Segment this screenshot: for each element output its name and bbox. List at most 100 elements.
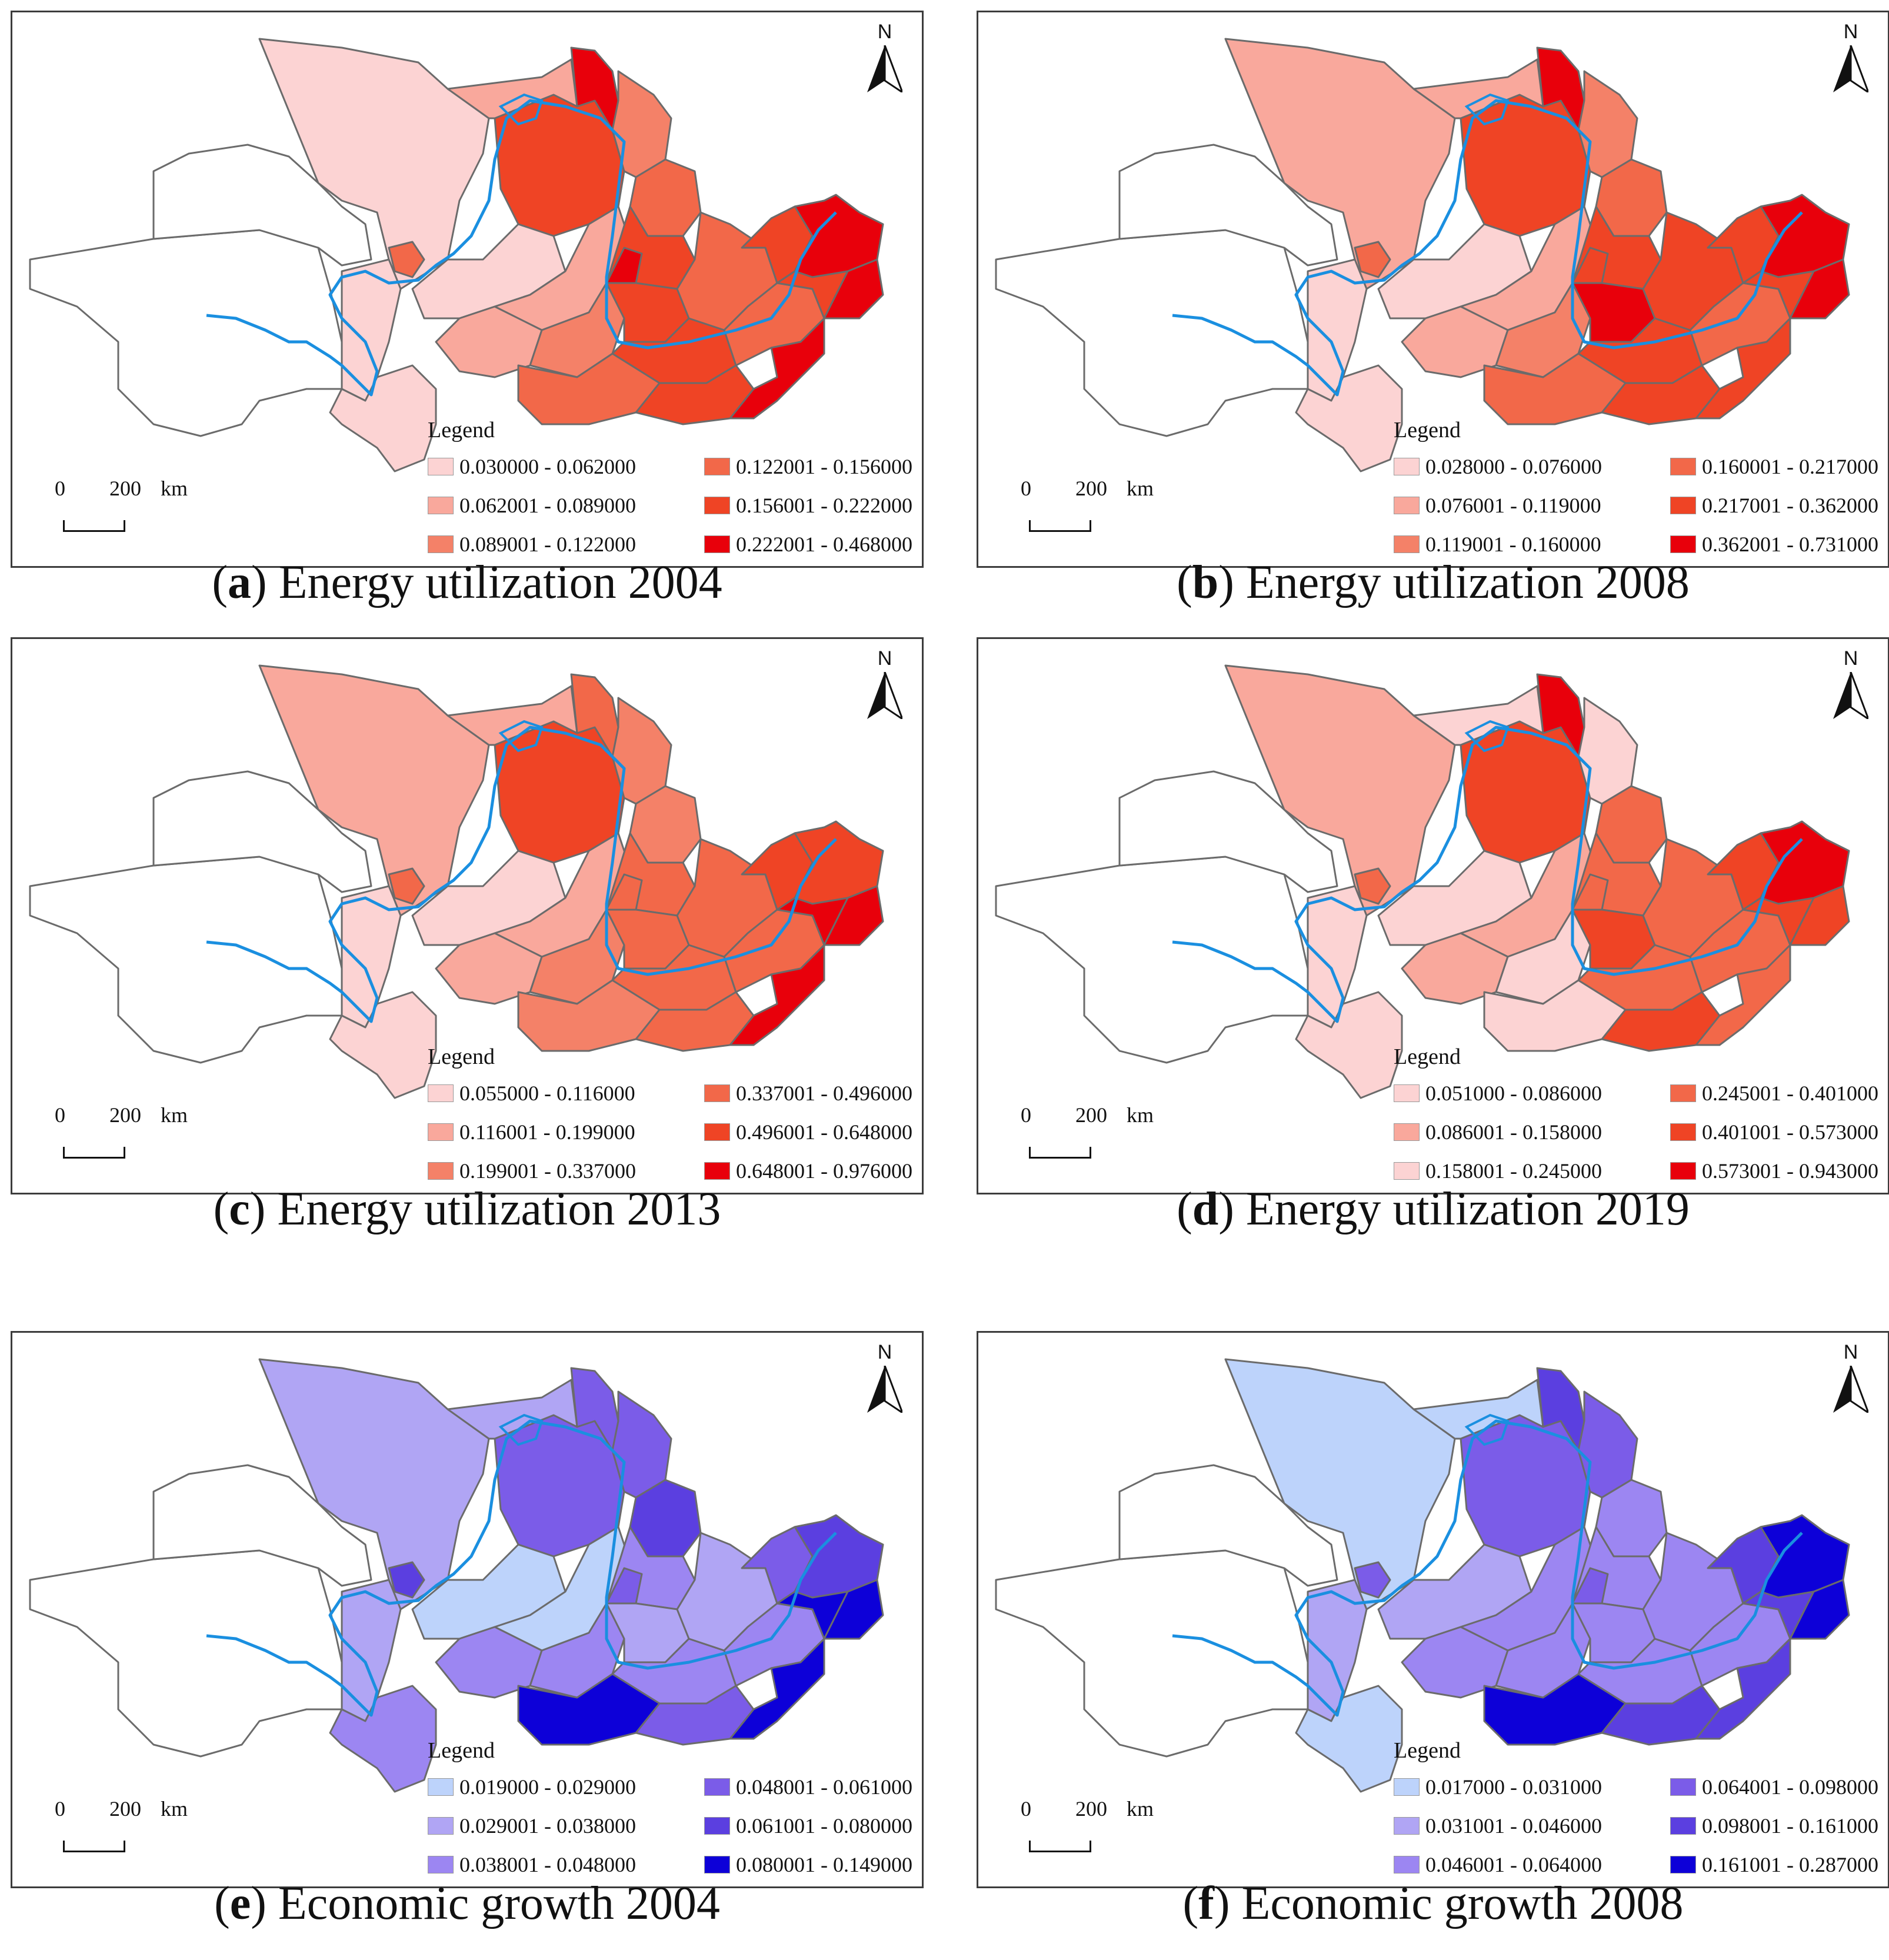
scale-distance: 200	[109, 1797, 141, 1821]
panel-letter: a	[228, 557, 252, 608]
legend-item: 0.122001 - 0.156000	[704, 455, 912, 478]
panel-caption: (a) Energy utilization 2004	[212, 557, 722, 608]
legend-swatch	[1394, 535, 1420, 553]
legend-item: 0.496001 - 0.648000	[704, 1120, 912, 1144]
legend-item: 0.116001 - 0.199000	[428, 1120, 635, 1144]
map-panel-e: N 0 200 km Legend 0.019000 - 0.029000 0.029001…	[11, 1331, 924, 1888]
scale-zero: 0	[1021, 477, 1031, 500]
legend-label: 0.038001 - 0.048000	[459, 1853, 636, 1876]
legend-label: 0.158001 - 0.245000	[1425, 1159, 1602, 1183]
legend-swatch	[704, 1817, 730, 1835]
yellow-river	[1172, 99, 1803, 397]
north-label: N	[877, 21, 892, 43]
scale-zero: 0	[1021, 1103, 1031, 1127]
choropleth-map	[29, 664, 884, 1099]
scale-unit: km	[161, 477, 188, 500]
legend-label: 0.217001 - 0.362000	[1702, 494, 1878, 517]
region-south3	[729, 317, 825, 420]
legend-swatch	[704, 458, 730, 475]
panel-letter: c	[229, 1183, 250, 1235]
legend-item: 0.119001 - 0.160000	[1394, 533, 1601, 556]
scale-unit: km	[1127, 1103, 1154, 1127]
legend-swatch	[428, 535, 454, 553]
legend-swatch	[428, 1856, 454, 1874]
region-south3	[729, 944, 825, 1046]
legend-item: 0.648001 - 0.976000	[704, 1159, 912, 1183]
legend-label: 0.055000 - 0.116000	[459, 1082, 635, 1105]
scale-bar: 0 200 km	[12, 476, 188, 541]
region-westA	[29, 1549, 355, 1758]
scale-distance: 200	[1075, 477, 1107, 500]
legend-label: 0.019000 - 0.029000	[459, 1775, 636, 1799]
legend-title: Legend	[428, 418, 495, 442]
legend-item: 0.086001 - 0.158000	[1394, 1120, 1602, 1144]
legend-item: 0.064001 - 0.098000	[1670, 1775, 1878, 1799]
legend-item: 0.055000 - 0.116000	[428, 1082, 635, 1105]
legend-item: 0.029001 - 0.038000	[428, 1814, 636, 1838]
region-sdE	[1789, 258, 1850, 320]
legend-label: 0.573001 - 0.943000	[1702, 1159, 1878, 1183]
legend-item: 0.017000 - 0.031000	[1394, 1775, 1602, 1799]
legend-item: 0.051000 - 0.086000	[1394, 1082, 1602, 1105]
legend-label: 0.119001 - 0.160000	[1425, 533, 1601, 556]
scale-distance: 200	[1075, 1103, 1107, 1127]
legend-swatch	[1394, 1778, 1420, 1796]
region-westA	[995, 1549, 1321, 1758]
legend-item: 0.048001 - 0.061000	[704, 1775, 912, 1799]
map-panel-d: N 0 200 km Legend 0.051000 - 0.086000 0.086001…	[977, 637, 1889, 1194]
choropleth-map	[29, 38, 884, 472]
legend-swatch	[1394, 497, 1420, 514]
region-westA	[995, 856, 1321, 1064]
scale-zero: 0	[55, 477, 65, 500]
north-arrow: N	[864, 1341, 905, 1417]
region-westA	[29, 229, 355, 437]
scale-distance: 200	[109, 477, 141, 500]
region-westB	[1118, 1464, 1338, 1587]
river-loop	[1464, 720, 1510, 753]
legend-swatch	[1394, 1084, 1420, 1102]
legend-label: 0.337001 - 0.496000	[736, 1082, 912, 1105]
north-arrow: N	[864, 647, 905, 724]
legend-label: 0.030000 - 0.062000	[459, 455, 636, 478]
legend-label: 0.160001 - 0.217000	[1702, 455, 1878, 478]
yellow-river	[206, 99, 837, 397]
legend-label: 0.161001 - 0.287000	[1702, 1853, 1878, 1876]
legend: Legend 0.028000 - 0.076000 0.076001 - 0.11…	[1394, 417, 1882, 564]
legend-item: 0.030000 - 0.062000	[428, 455, 636, 478]
region-dot	[1354, 867, 1391, 905]
scale-bar: 0 200 km	[978, 476, 1154, 541]
legend-swatch	[1670, 458, 1696, 475]
legend-item: 0.019000 - 0.029000	[428, 1775, 636, 1799]
legend-label: 0.064001 - 0.098000	[1702, 1775, 1878, 1799]
north-arrow-icon	[1833, 45, 1868, 92]
map-panel-f: N 0 200 km Legend 0.017000 - 0.031000 0.031001…	[977, 1331, 1889, 1888]
scale-unit: km	[161, 1797, 188, 1821]
legend-swatch	[704, 497, 730, 514]
legend: Legend 0.017000 - 0.031000 0.031001 - 0.04…	[1394, 1738, 1882, 1885]
region-sdE	[823, 1579, 884, 1640]
panel-title: Energy utilization 2008	[1245, 557, 1690, 608]
region-westB	[1118, 770, 1338, 893]
panel-title: Energy utilization 2004	[278, 557, 722, 608]
region-dot	[388, 1561, 425, 1599]
yellow-river	[1172, 1419, 1803, 1717]
choropleth-map	[995, 38, 1850, 472]
panel-title: Economic growth 2008	[1241, 1878, 1684, 1929]
region-redS	[1571, 1567, 1609, 1605]
legend-swatch	[1394, 1123, 1420, 1141]
legend-item: 0.038001 - 0.048000	[428, 1853, 636, 1876]
legend-label: 0.362001 - 0.731000	[1702, 533, 1878, 556]
legend-item: 0.062001 - 0.089000	[428, 494, 636, 517]
legend-swatch	[1670, 1162, 1696, 1180]
legend-title: Legend	[1394, 1738, 1461, 1763]
legend-label: 0.076001 - 0.119000	[1425, 494, 1601, 517]
legend-swatch	[1394, 1162, 1420, 1180]
legend-label: 0.156001 - 0.222000	[736, 494, 912, 517]
scale-bar-line	[1029, 1841, 1091, 1852]
scale-zero: 0	[55, 1797, 65, 1821]
region-westB	[1118, 144, 1338, 267]
legend-item: 0.161001 - 0.287000	[1670, 1853, 1878, 1876]
legend-label: 0.116001 - 0.199000	[459, 1120, 635, 1144]
region-westA	[995, 229, 1321, 437]
north-arrow: N	[864, 21, 905, 97]
